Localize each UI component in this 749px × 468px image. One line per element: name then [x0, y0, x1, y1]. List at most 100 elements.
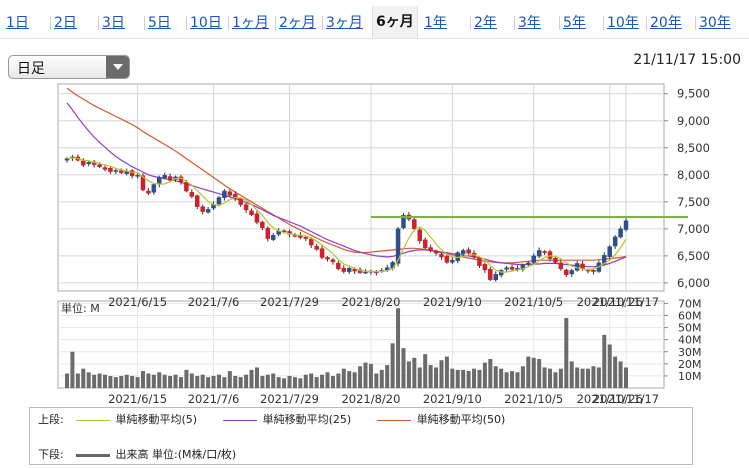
- tab-3[interactable]: 3日: [102, 15, 125, 31]
- candle-body: [498, 270, 504, 276]
- legend-sma25-swatch: [222, 419, 257, 421]
- dropdown-button[interactable]: [106, 56, 129, 78]
- volume-bar: [379, 369, 384, 388]
- volume-bar: [482, 362, 487, 388]
- tab-8[interactable]: 3ヶ月: [326, 15, 363, 31]
- candle-body: [146, 190, 151, 194]
- candle-body: [205, 209, 211, 213]
- tab-11[interactable]: 2年: [474, 15, 497, 31]
- volume-tick-label: 70M: [678, 297, 702, 310]
- candle-body: [102, 167, 108, 170]
- volume-bar: [336, 373, 341, 388]
- volume-bar: [499, 368, 504, 388]
- legend-volume-label: 出来高 単位:(M株/口/枚): [115, 448, 237, 461]
- volume-bar: [168, 375, 173, 388]
- candle-body: [189, 192, 195, 197]
- tab-4[interactable]: 5日: [148, 15, 171, 31]
- candle-body: [439, 254, 444, 258]
- volume-bar: [86, 372, 91, 388]
- volume-bar: [548, 368, 553, 388]
- volume-bar: [347, 371, 352, 388]
- volume-bar: [439, 360, 444, 388]
- volume-bar: [352, 372, 357, 388]
- volume-bar: [591, 366, 596, 388]
- volume-bar: [92, 374, 97, 388]
- candle-body: [140, 175, 146, 191]
- candle-body: [558, 262, 564, 270]
- volume-bar: [216, 374, 221, 388]
- tab-16[interactable]: 30年: [699, 15, 731, 31]
- volume-bar: [238, 377, 243, 388]
- candle-body: [314, 246, 319, 250]
- volume-bar: [102, 374, 107, 388]
- tab-15[interactable]: 20年: [650, 15, 682, 31]
- tab-1[interactable]: 1日: [6, 15, 29, 31]
- tab-2[interactable]: 2日: [54, 15, 77, 31]
- volume-bar: [244, 374, 249, 388]
- candle-body: [482, 264, 488, 271]
- volume-bar: [146, 373, 151, 388]
- candle-body: [195, 195, 200, 207]
- tab-9[interactable]: 6ヶ月: [372, 6, 418, 38]
- volume-bar: [368, 363, 373, 388]
- volume-bar: [526, 356, 531, 388]
- volume-bar: [618, 361, 623, 388]
- volume-bar: [178, 377, 183, 388]
- volume-tick-label: 50M: [678, 322, 702, 335]
- candle-body: [108, 168, 113, 172]
- tab-10[interactable]: 1年: [424, 15, 447, 31]
- volume-tick-label: 10M: [678, 370, 702, 383]
- candle-body: [401, 215, 406, 229]
- tab-separator: [603, 16, 604, 30]
- legend-sma5-swatch: [75, 419, 110, 421]
- tab-6[interactable]: 1ヶ月: [232, 15, 269, 31]
- date-tick-label-lower: 2021/11/17: [593, 392, 659, 405]
- volume-bar: [260, 375, 265, 388]
- tab-14[interactable]: 10年: [607, 15, 639, 31]
- tab-separator: [470, 16, 471, 30]
- volume-bar: [195, 375, 200, 388]
- volume-bar: [276, 377, 281, 388]
- candle-body: [319, 248, 325, 258]
- candle-body: [536, 250, 542, 257]
- volume-bar: [292, 377, 297, 388]
- tab-7[interactable]: 2ヶ月: [279, 15, 316, 31]
- volume-unit-label: 単位: M: [61, 301, 100, 315]
- volume-bar: [314, 377, 319, 388]
- volume-bar: [309, 373, 314, 388]
- candle-body: [167, 176, 173, 181]
- candle-body: [151, 184, 157, 193]
- chart-type-select[interactable]: 日足: [8, 55, 130, 79]
- candle-body: [86, 162, 91, 165]
- volume-bar: [613, 356, 618, 388]
- volume-bar: [189, 373, 194, 388]
- volume-bar: [390, 343, 395, 388]
- candle-body: [477, 257, 482, 266]
- candle-body: [547, 251, 553, 259]
- volume-bar: [108, 375, 113, 388]
- price-tick-label: 6,000: [677, 276, 710, 290]
- volume-bar: [385, 365, 390, 388]
- candle-body: [591, 269, 596, 272]
- volume-bar: [151, 374, 156, 388]
- legend: 上段: 単純移動平均(5) 単純移動平均(25) 単純移動平均(50) 下段: …: [29, 407, 693, 465]
- volume-bar: [249, 369, 254, 388]
- volume-bar: [504, 372, 509, 388]
- volume-bar: [602, 334, 607, 388]
- candle-body: [270, 235, 276, 240]
- chevron-down-icon: [113, 64, 123, 70]
- volume-bar: [607, 344, 612, 388]
- candle-body: [341, 267, 347, 272]
- volume-bar: [140, 371, 145, 388]
- tab-13[interactable]: 5年: [563, 15, 586, 31]
- tab-5[interactable]: 10日: [190, 15, 222, 31]
- candle-body: [564, 269, 569, 276]
- volume-bar: [537, 359, 542, 388]
- volume-bar: [558, 368, 563, 388]
- volume-bar: [510, 371, 515, 388]
- candle-body: [303, 237, 309, 239]
- candle-body: [162, 175, 167, 179]
- volume-bar: [624, 367, 628, 388]
- tab-12[interactable]: 3年: [518, 15, 541, 31]
- volume-bar: [493, 366, 498, 388]
